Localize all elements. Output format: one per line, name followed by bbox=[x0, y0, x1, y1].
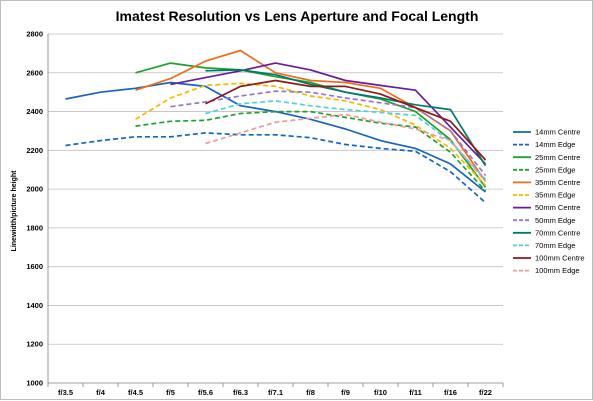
y-tick-label: 1200 bbox=[26, 340, 43, 349]
x-tick-label: f/5.6 bbox=[198, 388, 213, 397]
x-tick-label: f/16 bbox=[444, 388, 457, 397]
series-25mm-edge bbox=[135, 110, 487, 192]
y-tick-label: 2200 bbox=[26, 146, 43, 155]
series-line bbox=[205, 69, 487, 167]
legend-label: 35mm Edge bbox=[535, 191, 575, 200]
y-tick-label: 1000 bbox=[26, 379, 43, 388]
x-tick-label: f/8 bbox=[306, 388, 315, 397]
legend-label: 70mm Centre bbox=[535, 228, 580, 237]
legend-label: 100mm Edge bbox=[535, 266, 580, 275]
legend-item: 50mm Centre bbox=[513, 203, 580, 212]
y-axis-label: Linewidth/picture height bbox=[11, 170, 18, 252]
legend-item: 14mm Edge bbox=[513, 140, 575, 149]
legend-label: 25mm Centre bbox=[535, 153, 580, 162]
legend-item: 70mm Centre bbox=[513, 228, 580, 237]
x-tick-label: f/4.5 bbox=[128, 388, 143, 397]
legend-label: 14mm Edge bbox=[535, 140, 575, 149]
y-tick-label: 1400 bbox=[26, 301, 43, 310]
series-100mm-centre bbox=[205, 79, 487, 161]
legend-item: 25mm Centre bbox=[513, 153, 580, 162]
chart-title: Imatest Resolution vs Lens Aperture and … bbox=[116, 8, 479, 24]
series-line bbox=[135, 49, 487, 182]
legend-label: 25mm Edge bbox=[535, 165, 575, 174]
y-tick-label: 1600 bbox=[26, 262, 43, 271]
legend-label: 100mm Centre bbox=[535, 254, 585, 263]
legend-item: 25mm Edge bbox=[513, 165, 575, 174]
series-line bbox=[135, 110, 487, 192]
series-14mm-edge bbox=[65, 132, 487, 204]
y-tick-label: 2800 bbox=[26, 30, 43, 39]
legend-item: 50mm Edge bbox=[513, 216, 575, 225]
series-line bbox=[205, 79, 487, 161]
x-tick-label: f/3.5 bbox=[58, 388, 73, 397]
x-tick-label: f/10 bbox=[374, 388, 387, 397]
series-50mm-centre bbox=[170, 62, 487, 165]
series-line bbox=[205, 100, 487, 180]
legend-item: 100mm Centre bbox=[513, 254, 585, 263]
series-100mm-edge bbox=[205, 113, 487, 182]
x-tick-label: f/6.3 bbox=[233, 388, 248, 397]
legend-item: 70mm Edge bbox=[513, 241, 575, 250]
legend-item: 14mm Centre bbox=[513, 128, 580, 137]
y-tick-label: 2600 bbox=[26, 68, 43, 77]
series-35mm-centre bbox=[135, 49, 487, 182]
series-70mm-centre bbox=[205, 69, 487, 167]
legend-label: 50mm Centre bbox=[535, 203, 580, 212]
series-line bbox=[65, 81, 487, 193]
x-tick-label: f/9 bbox=[341, 388, 350, 397]
series-line bbox=[170, 62, 487, 165]
legend-label: 14mm Centre bbox=[535, 128, 580, 137]
plot-area: 1000 1200 1400 1600 1800 2000 2200 2400 2600 2800… bbox=[26, 30, 504, 397]
series-14mm-centre bbox=[65, 81, 487, 193]
legend-item: 35mm Centre bbox=[513, 178, 580, 187]
series-50mm-edge bbox=[170, 90, 487, 177]
y-tick-label: 1800 bbox=[26, 223, 43, 232]
legend-label: 35mm Centre bbox=[535, 178, 580, 187]
series-line bbox=[170, 90, 487, 177]
legend-item: 35mm Edge bbox=[513, 191, 575, 200]
legend-label: 50mm Edge bbox=[535, 216, 575, 225]
legend-label: 70mm Edge bbox=[535, 241, 575, 250]
series-line bbox=[65, 132, 487, 204]
y-tick-label: 2000 bbox=[26, 185, 43, 194]
series-line bbox=[205, 113, 487, 182]
y-tick-label: 2400 bbox=[26, 107, 43, 116]
x-tick-label: f/11 bbox=[409, 388, 422, 397]
legend-item: 100mm Edge bbox=[513, 266, 580, 275]
x-tick-label: f/7.1 bbox=[268, 388, 283, 397]
x-tick-label: f/22 bbox=[479, 388, 492, 397]
series-70mm-edge bbox=[205, 100, 487, 180]
x-tick-label: f/4 bbox=[96, 388, 106, 397]
x-tick-label: f/5 bbox=[166, 388, 175, 397]
legend: 14mm Centre 14mm Edge 25mm Centre 25mm Edge… bbox=[513, 128, 585, 275]
